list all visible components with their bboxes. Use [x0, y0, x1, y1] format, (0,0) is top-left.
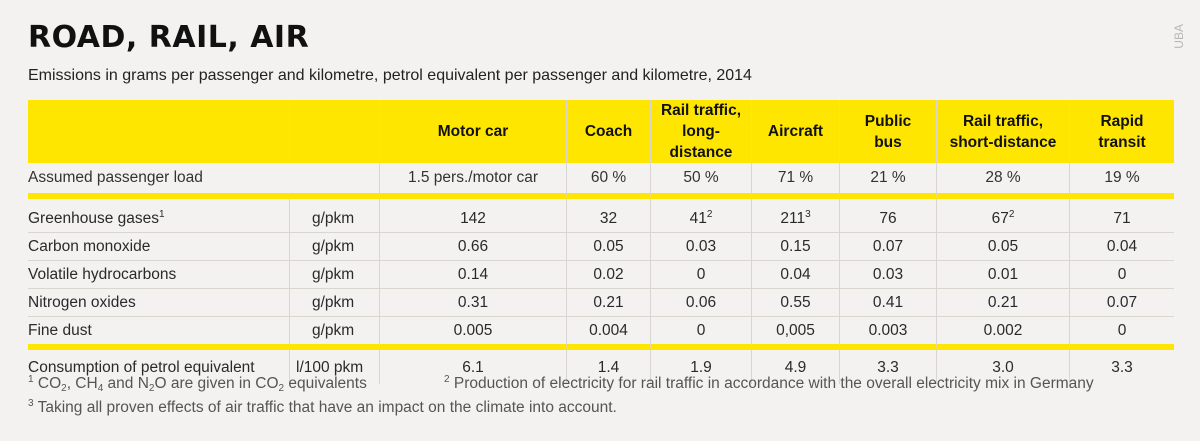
- table-cell: 1.5 pers./motor car: [380, 163, 567, 199]
- row-label: Fine dust: [28, 317, 290, 350]
- table-cell: 4.9: [752, 350, 840, 384]
- row-unit: g/pkm: [290, 261, 380, 289]
- table-cell: 0.31: [380, 289, 567, 317]
- table-cell: 71: [1070, 199, 1174, 233]
- table-cell: 0.05: [937, 233, 1070, 261]
- table-cell: 0,005: [752, 317, 840, 350]
- table-row: Carbon monoxide g/pkm 0.66 0.05 0.03 0.1…: [28, 233, 1174, 261]
- row-unit: g/pkm: [290, 199, 380, 233]
- table-cell: 0.02: [567, 261, 651, 289]
- header-blank-unit: [290, 100, 380, 163]
- table-cell: 0.15: [752, 233, 840, 261]
- page-title: ROAD, RAIL, AIR: [28, 20, 310, 55]
- column-header: Motor car: [380, 100, 567, 163]
- table-cell: 60 %: [567, 163, 651, 199]
- table-cell: 412: [651, 199, 752, 233]
- table-cell: 0: [1070, 261, 1174, 289]
- column-header: Rapid transit: [1070, 100, 1174, 163]
- table-cell: 0.03: [840, 261, 937, 289]
- table-cell: 1.4: [567, 350, 651, 384]
- table-cell: 0.06: [651, 289, 752, 317]
- column-header: Public bus: [840, 100, 937, 163]
- row-label: Consumption of petrol equivalent: [28, 350, 290, 384]
- table-cell: 1.9: [651, 350, 752, 384]
- row-unit: g/pkm: [290, 233, 380, 261]
- table-cell: 0.002: [937, 317, 1070, 350]
- table-cell: 0.55: [752, 289, 840, 317]
- table-cell: 0.07: [1070, 289, 1174, 317]
- table-cell: 0.07: [840, 233, 937, 261]
- table-cell: 0.21: [937, 289, 1070, 317]
- table-cell: 50 %: [651, 163, 752, 199]
- table-cell: 0.004: [567, 317, 651, 350]
- page-subtitle: Emissions in grams per passenger and kil…: [28, 67, 752, 84]
- row-label: Volatile hydrocarbons: [28, 261, 290, 289]
- passenger-load-row: Assumed passenger load 1.5 pers./motor c…: [28, 163, 1174, 199]
- table-cell: 672: [937, 199, 1070, 233]
- column-header: Coach: [567, 100, 651, 163]
- table-cell: 0.04: [752, 261, 840, 289]
- row-unit: g/pkm: [290, 317, 380, 350]
- row-unit: l/100 pkm: [290, 350, 380, 384]
- table-cell: 19 %: [1070, 163, 1174, 199]
- row-label: Nitrogen oxides: [28, 289, 290, 317]
- row-label: Assumed passenger load: [28, 163, 380, 199]
- table-cell: 0.14: [380, 261, 567, 289]
- header-blank-label: [28, 100, 290, 163]
- table-cell: 0.005: [380, 317, 567, 350]
- table-cell: 142: [380, 199, 567, 233]
- table-cell: 0.003: [840, 317, 937, 350]
- table-cell: 0.05: [567, 233, 651, 261]
- table-cell: 71 %: [752, 163, 840, 199]
- table-cell: 3.0: [937, 350, 1070, 384]
- consumption-row: Consumption of petrol equivalent l/100 p…: [28, 350, 1174, 384]
- table-cell: 0.01: [937, 261, 1070, 289]
- row-unit: g/pkm: [290, 289, 380, 317]
- table-row: Volatile hydrocarbons g/pkm 0.14 0.02 0 …: [28, 261, 1174, 289]
- table-cell: 32: [567, 199, 651, 233]
- footnote-3: 3 Taking all proven effects of air traff…: [28, 398, 617, 416]
- table-cell: 0.03: [651, 233, 752, 261]
- table-row: Nitrogen oxides g/pkm 0.31 0.21 0.06 0.5…: [28, 289, 1174, 317]
- table-cell: 0: [1070, 317, 1174, 350]
- table-cell: 0: [651, 317, 752, 350]
- footnote-1: 1 CO2, CH4 and N2O are given in CO2 equi…: [28, 374, 367, 394]
- column-header: Rail traffic, long-distance: [651, 100, 752, 163]
- table-cell: 2113: [752, 199, 840, 233]
- footnote-2: 2 Production of electricity for rail tra…: [444, 374, 1094, 392]
- emissions-table: Motor car Coach Rail traffic, long-distan…: [28, 100, 1174, 384]
- column-header: Rail traffic, short-distance: [937, 100, 1070, 163]
- table-row: Greenhouse gases1 g/pkm 142 32 412 2113 …: [28, 199, 1174, 233]
- header-row: Motor car Coach Rail traffic, long-distan…: [28, 100, 1174, 163]
- table-cell: 76: [840, 199, 937, 233]
- table-cell: 3.3: [1111, 359, 1133, 376]
- table-cell: 28 %: [937, 163, 1070, 199]
- table-row: Fine dust g/pkm 0.005 0.004 0 0,005 0.00…: [28, 317, 1174, 350]
- table-cell: 0: [651, 261, 752, 289]
- row-label: Greenhouse gases1: [28, 199, 290, 233]
- table-cell: 0.41: [840, 289, 937, 317]
- column-header: Aircraft: [752, 100, 840, 163]
- source-label: UBA: [1172, 24, 1186, 49]
- row-label: Carbon monoxide: [28, 233, 290, 261]
- table-cell: 0.66: [380, 233, 567, 261]
- table-cell: 3.3: [840, 350, 937, 384]
- table-cell: 0.04: [1070, 233, 1174, 261]
- table-cell: 0.21: [567, 289, 651, 317]
- table-cell: 21 %: [840, 163, 937, 199]
- table-cell: 6.1: [380, 350, 567, 384]
